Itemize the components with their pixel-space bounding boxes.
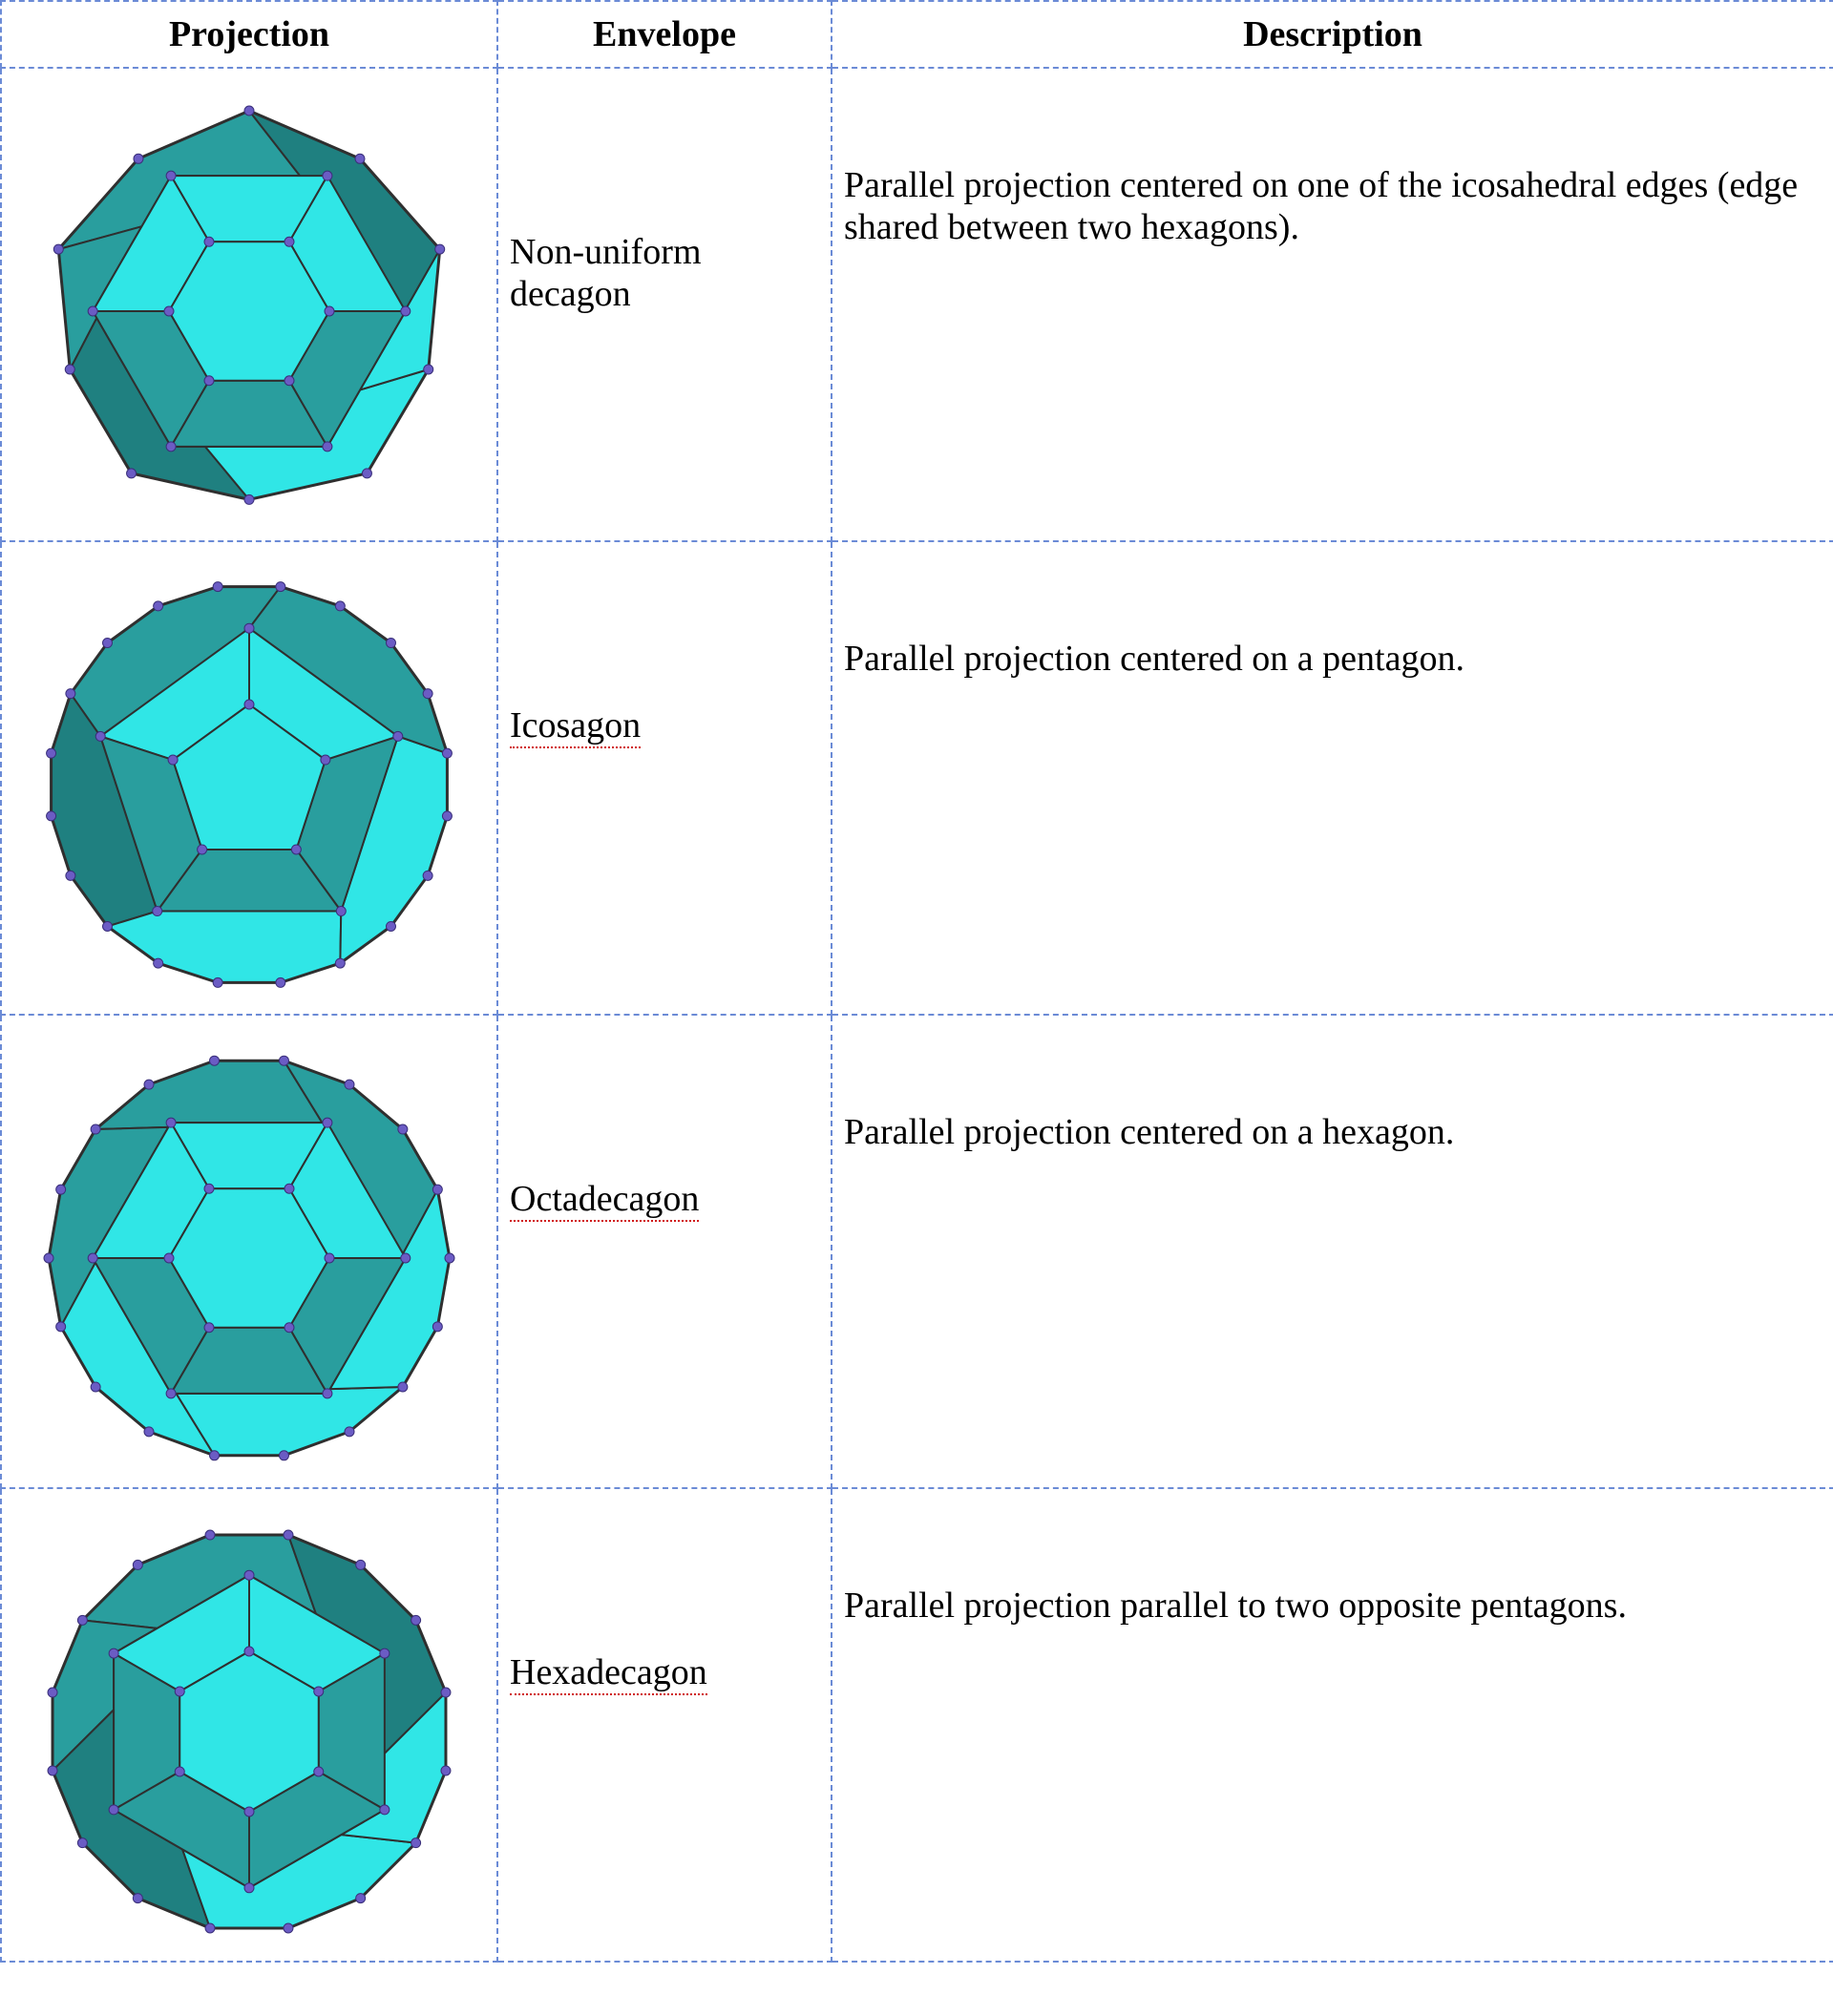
envelope-cell: Octadecagon — [497, 1015, 832, 1488]
projection-cell — [1, 1488, 497, 1962]
header-description: Description — [832, 1, 1833, 68]
envelope-label: Non-uniform decagon — [510, 232, 702, 314]
header-envelope: Envelope — [497, 1, 832, 68]
table-row: Icosagon Parallel projection centered on … — [1, 541, 1833, 1015]
envelope-label: Icosagon — [510, 705, 641, 748]
projections-table: Projection Envelope Description Non-unif… — [0, 0, 1833, 1963]
envelope-cell: Hexadecagon — [497, 1488, 832, 1962]
envelope-label: Hexadecagon — [510, 1652, 707, 1695]
description-cell: Parallel projection centered on a pentag… — [832, 541, 1833, 1015]
table-row: Non-uniform decagon Parallel projection c… — [1, 68, 1833, 541]
description-cell: Parallel projection centered on a hexago… — [832, 1015, 1833, 1488]
projection-cell — [1, 1015, 497, 1488]
table-header-row: Projection Envelope Description — [1, 1, 1833, 68]
envelope-cell: Non-uniform decagon — [497, 68, 832, 541]
projection-cell — [1, 541, 497, 1015]
envelope-cell: Icosagon — [497, 541, 832, 1015]
polyhedron-projection-icon — [30, 92, 469, 531]
description-cell: Parallel projection parallel to two oppo… — [832, 1488, 1833, 1962]
table-row: Octadecagon Parallel projection centered … — [1, 1015, 1833, 1488]
polyhedron-projection-icon — [30, 1039, 469, 1478]
polyhedron-projection-icon — [30, 565, 469, 1004]
table-row: Hexadecagon Parallel projection parallel … — [1, 1488, 1833, 1962]
description-cell: Parallel projection centered on one of t… — [832, 68, 1833, 541]
polyhedron-projection-icon — [30, 1512, 469, 1951]
header-projection: Projection — [1, 1, 497, 68]
envelope-label: Octadecagon — [510, 1179, 699, 1222]
projection-cell — [1, 68, 497, 541]
